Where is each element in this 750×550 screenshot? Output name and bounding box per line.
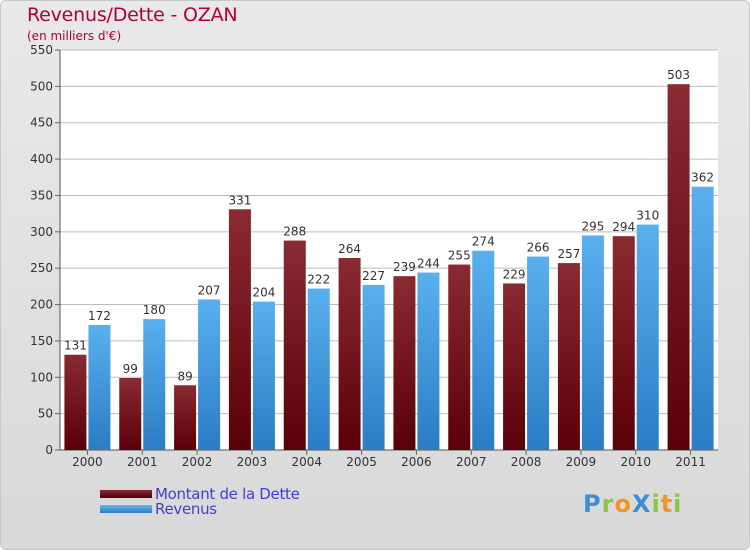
bar-revenus xyxy=(527,256,550,450)
y-tick-label: 350 xyxy=(30,188,53,202)
data-label-dette: 264 xyxy=(338,242,361,256)
x-tick-label: 2009 xyxy=(566,455,597,469)
logo-letter: P xyxy=(583,490,602,518)
logo-letter: t xyxy=(660,490,674,518)
data-label-revenus: 180 xyxy=(143,303,166,317)
x-tick-label: 2011 xyxy=(675,455,706,469)
x-tick-label: 2008 xyxy=(511,455,542,469)
bar-revenus xyxy=(198,299,221,450)
y-tick-label: 500 xyxy=(30,79,53,93)
data-label-revenus: 310 xyxy=(636,209,659,223)
data-label-revenus: 274 xyxy=(472,235,495,249)
bar-dette xyxy=(174,385,197,450)
bar-dette xyxy=(228,209,251,450)
data-label-revenus: 362 xyxy=(691,171,714,185)
data-label-dette: 239 xyxy=(393,260,416,274)
bar-revenus xyxy=(307,288,330,450)
data-label-revenus: 207 xyxy=(198,283,221,297)
logo-letter: i xyxy=(673,490,683,518)
logo-letter: r xyxy=(601,490,615,518)
legend-swatch-revenus xyxy=(100,505,152,513)
bar-revenus xyxy=(636,224,659,450)
y-tick-label: 200 xyxy=(30,298,53,312)
data-label-revenus: 266 xyxy=(527,241,550,255)
y-tick-label: 450 xyxy=(30,116,53,130)
bar-revenus xyxy=(362,284,385,450)
bar-dette xyxy=(119,378,142,450)
bar-revenus xyxy=(417,272,440,450)
data-label-dette: 294 xyxy=(612,220,635,234)
legend-label-revenus: Revenus xyxy=(155,500,217,518)
bar-revenus xyxy=(581,235,604,450)
data-label-revenus: 204 xyxy=(252,286,275,300)
bar-dette xyxy=(448,264,471,450)
data-label-revenus: 244 xyxy=(417,257,440,271)
bar-dette xyxy=(557,263,580,450)
y-tick-label: 150 xyxy=(30,334,53,348)
data-label-dette: 99 xyxy=(123,362,138,376)
data-label-dette: 257 xyxy=(557,247,580,261)
y-tick-label: 0 xyxy=(45,443,53,457)
y-tick-label: 100 xyxy=(30,370,53,384)
x-tick-label: 2000 xyxy=(72,455,103,469)
data-label-dette: 331 xyxy=(228,193,251,207)
logo-letter: X xyxy=(631,490,652,518)
bar-revenus xyxy=(472,250,495,450)
data-label-dette: 255 xyxy=(448,249,471,263)
bar-dette xyxy=(283,240,306,450)
bar-dette xyxy=(338,258,361,450)
bar-dette xyxy=(64,354,87,450)
y-tick-label: 50 xyxy=(38,407,53,421)
data-label-dette: 89 xyxy=(177,369,192,383)
data-label-revenus: 295 xyxy=(581,219,604,233)
x-tick-label: 2001 xyxy=(127,455,158,469)
bar-revenus xyxy=(88,324,111,450)
bar-revenus xyxy=(252,301,275,450)
x-tick-label: 2003 xyxy=(237,455,268,469)
y-tick-label: 400 xyxy=(30,152,53,166)
bar-revenus xyxy=(143,319,166,450)
bar-dette xyxy=(393,276,416,450)
plot-area xyxy=(60,50,718,450)
chart-title: Revenus/Dette - OZAN xyxy=(27,4,238,26)
legend-label-dette: Montant de la Dette xyxy=(155,485,300,503)
y-tick-label: 550 xyxy=(30,43,53,57)
logo-letter: o xyxy=(614,490,632,518)
legend-swatch-dette xyxy=(100,490,152,498)
x-tick-label: 2010 xyxy=(620,455,651,469)
bar-revenus xyxy=(691,186,714,450)
x-tick-label: 2005 xyxy=(346,455,377,469)
y-tick-label: 300 xyxy=(30,225,53,239)
data-label-dette: 229 xyxy=(503,267,526,281)
logo-letter: i xyxy=(651,490,661,518)
x-tick-label: 2004 xyxy=(291,455,322,469)
x-tick-label: 2007 xyxy=(456,455,487,469)
data-label-dette: 288 xyxy=(283,225,306,239)
bar-dette xyxy=(503,283,526,450)
data-label-dette: 503 xyxy=(667,68,690,82)
data-label-dette: 131 xyxy=(64,339,87,353)
x-tick-label: 2002 xyxy=(182,455,213,469)
proxiti-logo: ProXiti xyxy=(583,490,682,518)
data-label-revenus: 227 xyxy=(362,269,385,283)
bar-dette xyxy=(667,84,690,450)
data-label-revenus: 222 xyxy=(307,273,330,287)
y-tick-label: 250 xyxy=(30,261,53,275)
data-label-revenus: 172 xyxy=(88,309,111,323)
bar-dette xyxy=(612,236,635,450)
chart-subtitle: (en milliers d'€) xyxy=(27,29,122,43)
x-tick-label: 2006 xyxy=(401,455,432,469)
